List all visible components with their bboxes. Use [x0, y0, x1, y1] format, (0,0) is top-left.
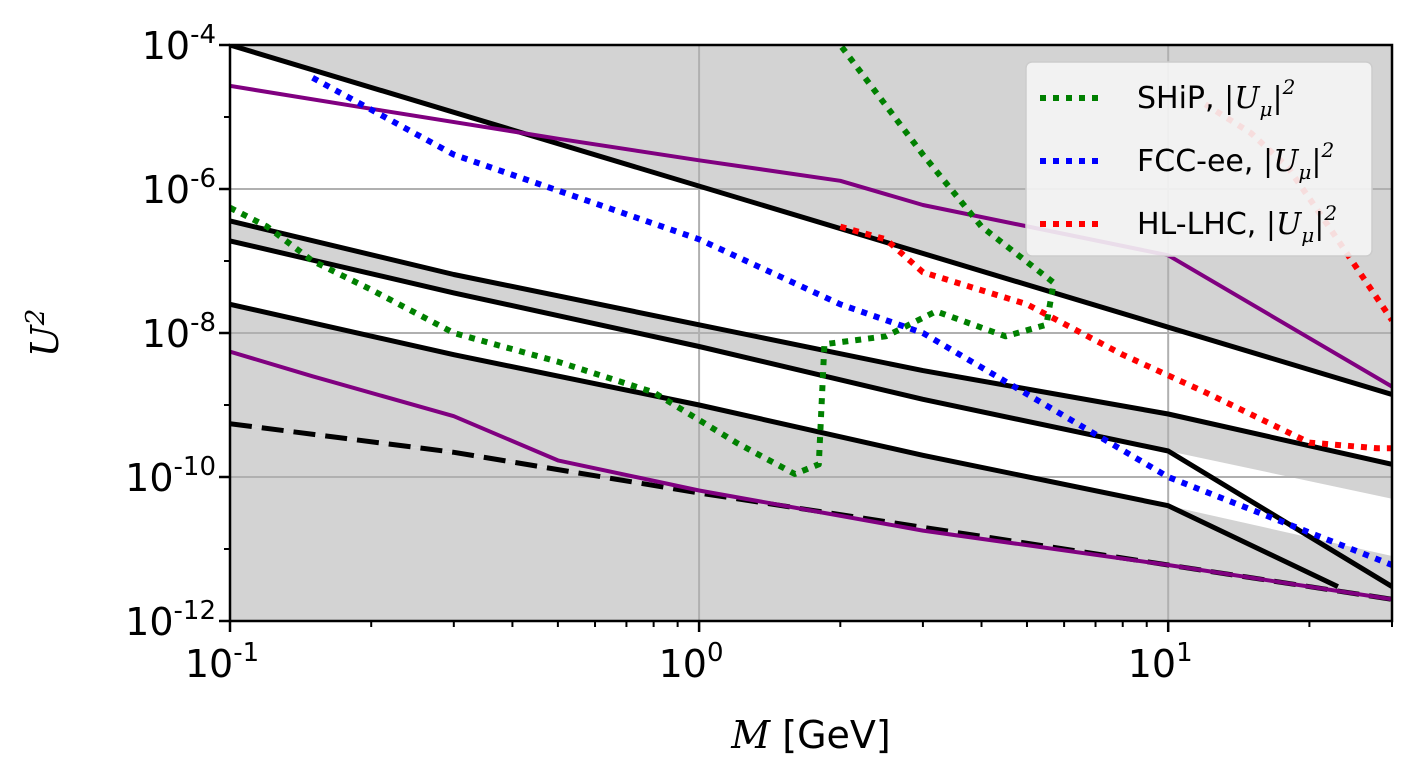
y-tick-label: 10-8	[142, 308, 216, 356]
series-black-bound-3	[230, 238, 1392, 589]
series-black-bound-2	[230, 218, 1392, 467]
excluded-region-lower-band	[230, 304, 1392, 600]
series-layer	[230, 45, 1392, 602]
series-purple-lower	[230, 349, 1392, 602]
x-tick-label: 100	[659, 638, 724, 686]
legend-label: FCC-ee, |Uμ|2	[1137, 138, 1334, 184]
y-tick-label: 10-12	[125, 596, 216, 644]
legend-box	[1025, 61, 1373, 257]
x-axis-label: M [GeV]	[730, 713, 891, 757]
y-tick-label: 10-4	[142, 20, 216, 68]
y-tick-label: 10-6	[142, 164, 216, 212]
series-black-bound-4	[230, 301, 1339, 589]
x-tick-label: 101	[1128, 638, 1193, 686]
legend-label: HL-LHC, |Uμ|2	[1137, 201, 1337, 247]
series-hl-lhc-u-2	[839, 223, 1392, 452]
legend-label: SHiP, |Uμ|2	[1137, 75, 1295, 121]
svg-text:U2: U2	[21, 309, 67, 358]
series-fcc-ee-u-2	[311, 75, 1392, 568]
y-axis-ticks: 10-12 10-10 10-8 10-6 10-4	[125, 20, 230, 644]
x-tick-label: 10-1	[185, 638, 259, 686]
series-ship-u-2	[230, 45, 1057, 477]
y-tick-label: 10-10	[125, 452, 216, 500]
series-black-bound-1	[230, 45, 1392, 397]
x-axis-ticks: 10-1 100 101	[185, 621, 1193, 686]
legend: SHiP, |Uμ|2 FCC-ee, |Uμ|2 HL-LHC, |Uμ|2	[1025, 61, 1373, 257]
y-axis-label: U2	[21, 309, 67, 358]
